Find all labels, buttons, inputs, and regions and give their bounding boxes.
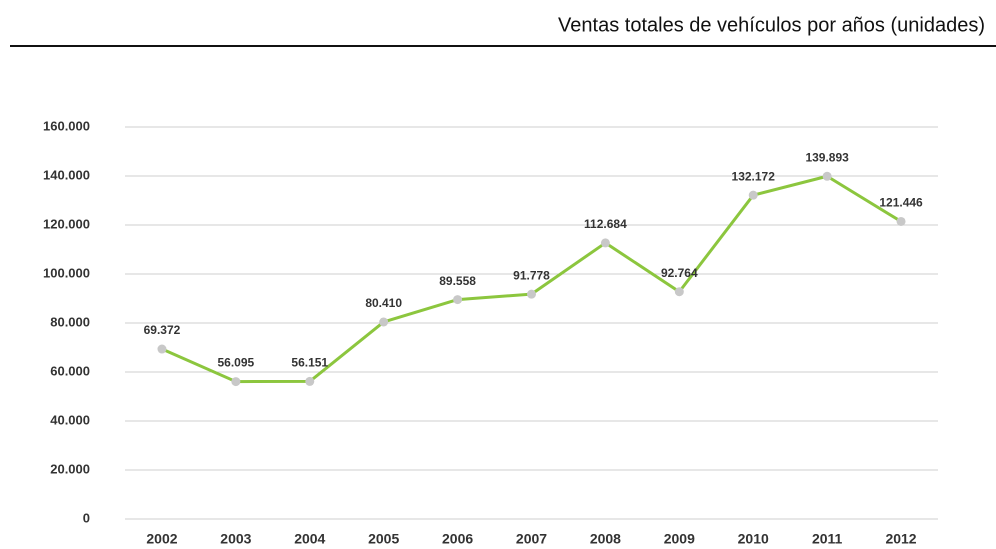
chart-title: Ventas totales de vehículos por años (un… (558, 14, 985, 36)
data-label: 92.764 (661, 266, 698, 280)
y-tick-label: 20.000 (50, 461, 90, 476)
x-tick-label: 2002 (146, 531, 177, 547)
data-label: 132.172 (732, 169, 776, 183)
point-marker (157, 344, 167, 354)
point-marker (822, 171, 832, 181)
data-label: 139.893 (805, 150, 849, 164)
point-marker (896, 216, 906, 226)
y-tick-label: 60.000 (50, 363, 90, 378)
x-tick-label: 2012 (885, 531, 916, 547)
y-tick-label: 160.000 (43, 118, 90, 133)
y-tick-label: 40.000 (50, 412, 90, 427)
data-label: 80.410 (365, 296, 402, 310)
y-tick-label: 80.000 (50, 314, 90, 329)
x-tick-label: 2007 (516, 531, 547, 547)
point-marker (748, 190, 758, 200)
point-marker (527, 289, 536, 299)
point-marker (453, 295, 463, 305)
data-label: 56.151 (291, 356, 328, 370)
data-label: 69.372 (144, 323, 181, 337)
x-tick-label: 2009 (664, 531, 695, 547)
x-tick-label: 2008 (590, 531, 621, 547)
y-tick-label: 0 (83, 510, 90, 525)
x-tick-label: 2004 (294, 531, 325, 547)
point-marker (674, 287, 684, 297)
x-tick-label: 2003 (220, 531, 251, 547)
y-tick-label: 120.000 (43, 216, 90, 231)
data-label: 91.778 (513, 268, 550, 282)
x-tick-label: 2006 (442, 531, 473, 547)
x-tick-label: 2011 (812, 531, 843, 547)
point-marker (379, 317, 389, 327)
point-marker (305, 376, 315, 386)
data-label: 89.558 (439, 274, 476, 288)
data-label: 121.446 (879, 196, 923, 210)
point-marker (231, 377, 241, 387)
data-label: 112.684 (584, 217, 627, 231)
x-tick-label: 2005 (368, 531, 399, 547)
y-tick-label: 100.000 (43, 265, 90, 280)
x-tick-label: 2010 (738, 531, 769, 547)
data-label: 56.095 (218, 356, 255, 370)
point-marker (600, 238, 610, 248)
y-tick-label: 140.000 (43, 167, 90, 182)
